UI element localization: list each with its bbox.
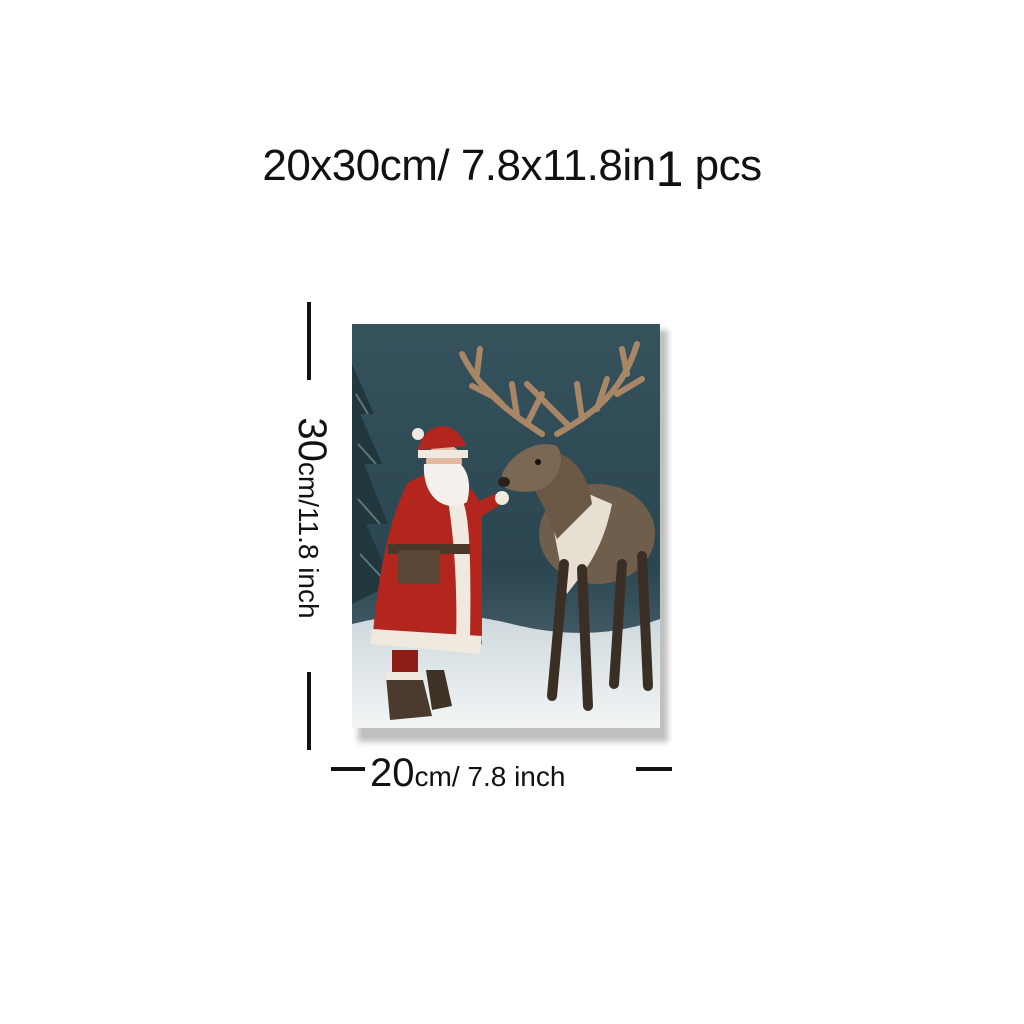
height-number: 30 (290, 417, 334, 462)
canvas-print (352, 324, 660, 728)
size-text: 20x30cm/ 7.8x11.8in (262, 141, 656, 190)
quantity-number: 1 (655, 141, 684, 197)
width-number: 20 (370, 751, 415, 795)
width-unit: cm/ 7.8 inch (414, 761, 566, 792)
width-dimension-label: 20cm/ 7.8 inch (370, 750, 565, 800)
size-heading: 20x30cm/ 7.8x11.8in1 pcs (0, 138, 1024, 197)
quantity-unit: pcs (694, 141, 762, 190)
height-dimension-line-top (307, 302, 311, 380)
width-dimension-line-left (331, 767, 365, 771)
height-dimension-line-bottom (307, 672, 311, 750)
height-unit: cm/11.8 inch (293, 461, 324, 619)
width-dimension-line-right (636, 767, 672, 771)
santa-reindeer-artwork (352, 324, 660, 728)
